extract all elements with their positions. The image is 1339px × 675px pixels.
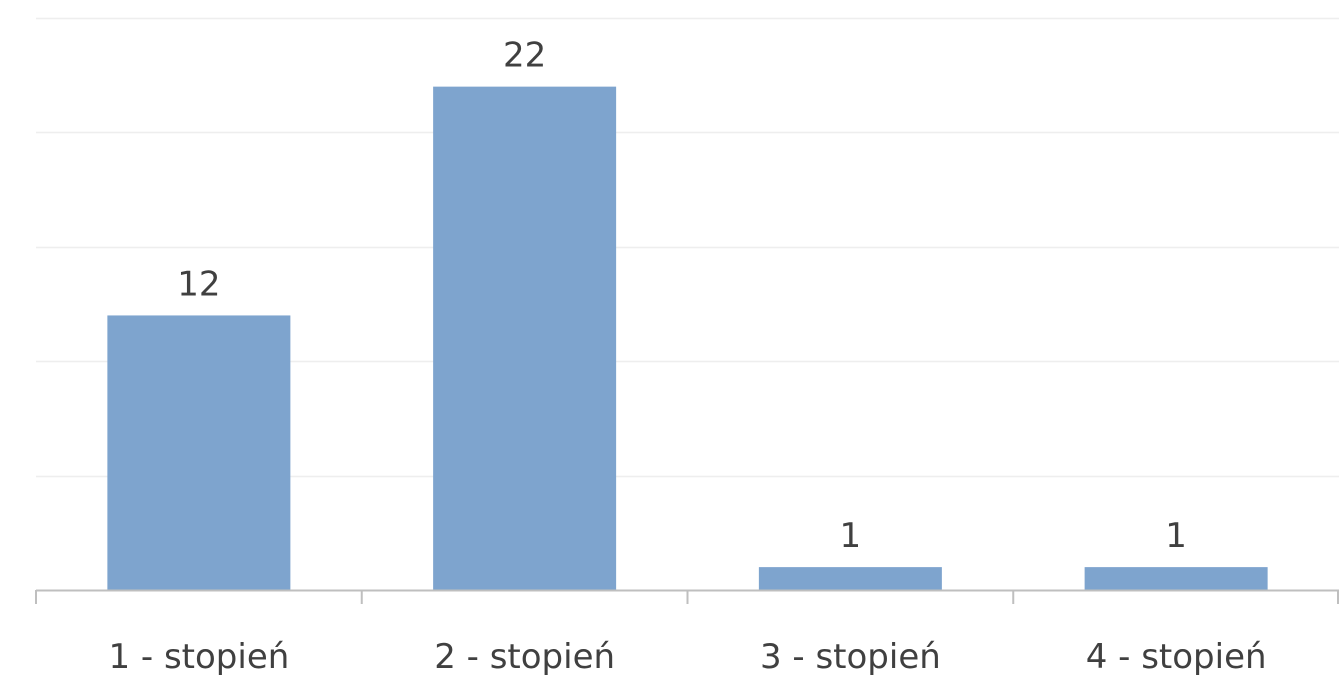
bar-4: [1084, 567, 1268, 590]
x-tick-labels: 1 - stopień 2 - stopień 3 - stopień 4 - sto…: [108, 637, 1266, 675]
bar-2: [433, 86, 617, 590]
x-tick-label-2: 2 - stopień: [434, 637, 615, 675]
x-tick-label-3: 3 - stopień: [760, 637, 941, 675]
x-tick-label-4: 4 - stopień: [1086, 637, 1267, 675]
bar-1: [107, 315, 291, 590]
data-label-1: 12: [177, 264, 220, 304]
data-label-2: 22: [503, 36, 546, 76]
data-label-4: 1: [1165, 516, 1187, 556]
data-label-3: 1: [840, 516, 862, 556]
data-labels: 12 22 1 1: [177, 36, 1187, 556]
bars: [107, 86, 1268, 590]
x-axis: [35, 589, 1339, 604]
x-tick-label-1: 1 - stopień: [108, 637, 289, 675]
bar-3: [758, 567, 942, 590]
